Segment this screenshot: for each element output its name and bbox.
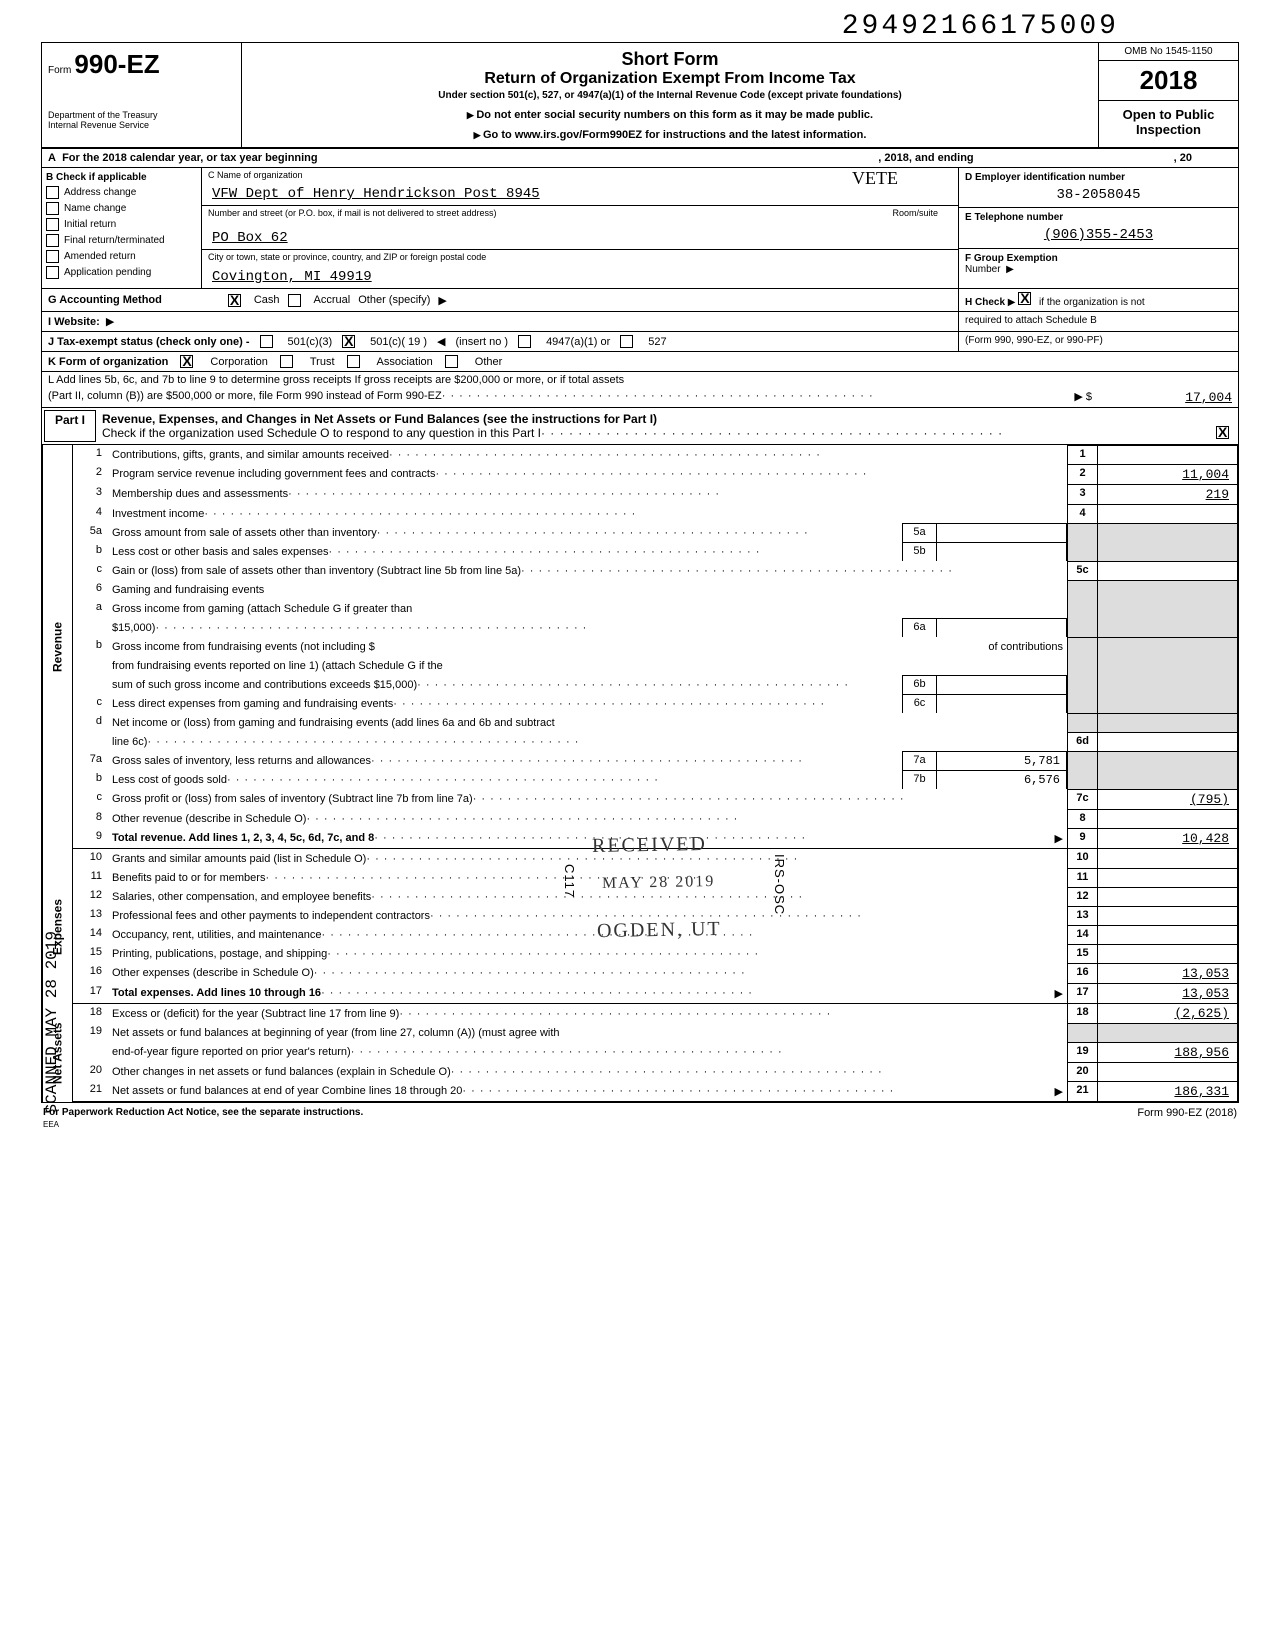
dept-treasury: Department of the Treasury [48, 110, 235, 120]
room-label: Room/suite [892, 208, 938, 218]
row-k-label: K Form of organization [48, 356, 168, 368]
chk-cash[interactable] [228, 294, 241, 307]
val-19: 188,956 [1097, 1042, 1237, 1062]
chk-initial[interactable] [46, 218, 59, 231]
omb-number: OMB No 1545-1150 [1099, 43, 1238, 61]
note-ssn: Do not enter social security numbers on … [252, 109, 1088, 121]
ein-value: 38-2058045 [965, 187, 1232, 203]
footer-paperwork: For Paperwork Reduction Act Notice, see … [43, 1107, 363, 1118]
side-revenue: Revenue [42, 445, 72, 849]
org-name: VFW Dept of Henry Hendrickson Post 8945 [212, 186, 540, 202]
chk-527[interactable] [620, 335, 633, 348]
schedule-b-text3: (Form 990, 990-EZ, or 990-PF) [958, 332, 1238, 351]
form-header: Form 990-EZ Department of the Treasury I… [41, 42, 1239, 149]
ein-label: D Employer identification number [965, 172, 1232, 183]
org-address: PO Box 62 [212, 230, 288, 246]
chk-schedule-o[interactable] [1216, 426, 1229, 439]
chk-trust[interactable] [280, 355, 293, 368]
title-return: Return of Organization Exempt From Incom… [252, 70, 1088, 88]
chk-final[interactable] [46, 234, 59, 247]
row-a-label: A [48, 152, 56, 164]
col-b-label: B Check if applicable [46, 172, 197, 183]
stamp-irs-osc: IRS-OSC [772, 854, 787, 915]
inspection: Inspection [1105, 122, 1232, 137]
chk-address[interactable] [46, 186, 59, 199]
val-2: 11,004 [1097, 464, 1237, 484]
row-i-label: I Website: [48, 316, 100, 328]
footer-form: Form 990-EZ (2018) [1137, 1107, 1237, 1129]
city-label: City or town, state or province, country… [208, 252, 486, 262]
org-city: Covington, MI 49919 [212, 269, 372, 285]
row-g-label: G Accounting Method [48, 294, 162, 306]
chk-other-org[interactable] [445, 355, 458, 368]
dept-irs: Internal Revenue Service [48, 120, 235, 130]
val-7a: 5,781 [937, 751, 1067, 770]
phone-label: E Telephone number [965, 212, 1232, 223]
gross-receipts: 17,004 [1092, 390, 1232, 405]
val-18: (2,625) [1097, 1004, 1237, 1023]
val-16: 13,053 [1097, 963, 1237, 983]
val-9: 10,428 [1097, 828, 1237, 848]
row-a-text1: For the 2018 calendar year, or tax year … [62, 152, 318, 164]
stamp-ogden: OGDEN, UT [597, 918, 722, 943]
chk-assoc[interactable] [347, 355, 360, 368]
val-21: 186,331 [1097, 1081, 1237, 1101]
chk-amended[interactable] [46, 250, 59, 263]
val-3: 219 [1097, 484, 1237, 504]
chk-schedule-b[interactable] [1018, 292, 1031, 305]
chk-corp[interactable] [180, 355, 193, 368]
form-prefix: Form [48, 65, 71, 76]
chk-accrual[interactable] [288, 294, 301, 307]
stamp-scanned: SCANNED MAY 28 2019 [43, 931, 61, 1113]
schedule-b-text2: required to attach Schedule B [958, 312, 1238, 331]
open-public: Open to Public [1105, 107, 1232, 122]
title-short-form: Short Form [252, 49, 1088, 70]
footer-eea: EEA [43, 1120, 363, 1129]
subtitle-section: Under section 501(c), 527, or 4947(a)(1)… [252, 90, 1088, 101]
val-17: 13,053 [1097, 983, 1237, 1003]
group-label: F Group Exemption [965, 253, 1232, 264]
chk-name[interactable] [46, 202, 59, 215]
document-id: 29492166175009 [41, 11, 1239, 42]
stamp-received: RECEIVED [592, 833, 707, 858]
chk-4947[interactable] [518, 335, 531, 348]
phone-value: (906)355-2453 [965, 227, 1232, 243]
stamp-date: MAY 28 2019 [602, 873, 716, 893]
addr-label: Number and street (or P.O. box, if mail … [208, 208, 496, 218]
chk-pending[interactable] [46, 266, 59, 279]
tax-year: 2018 [1099, 61, 1238, 101]
stamp-c117: C117 [562, 864, 577, 898]
form-number: 990-EZ [74, 49, 159, 79]
chk-501c3[interactable] [260, 335, 273, 348]
part1-title: Revenue, Expenses, and Changes in Net As… [102, 412, 1234, 426]
row-h-label: H Check [965, 297, 1005, 308]
name-label: C Name of organization [208, 170, 303, 180]
note-website: Go to www.irs.gov/Form990EZ for instruct… [252, 129, 1088, 141]
part1-label: Part I [44, 410, 96, 442]
row-a-text2: , 2018, and ending [878, 152, 973, 164]
handwrite-vete: VETE [852, 168, 898, 189]
val-7b: 6,576 [937, 770, 1067, 789]
chk-501c[interactable] [342, 335, 355, 348]
val-7c: (795) [1097, 789, 1237, 809]
row-a-text3: , 20 [1174, 152, 1192, 164]
row-j-label: J Tax-exempt status (check only one) - [48, 336, 250, 348]
row-l-text1: L Add lines 5b, 6c, and 7b to line 9 to … [42, 372, 1238, 388]
row-l-text2: (Part II, column (B)) are $500,000 or mo… [48, 390, 442, 405]
